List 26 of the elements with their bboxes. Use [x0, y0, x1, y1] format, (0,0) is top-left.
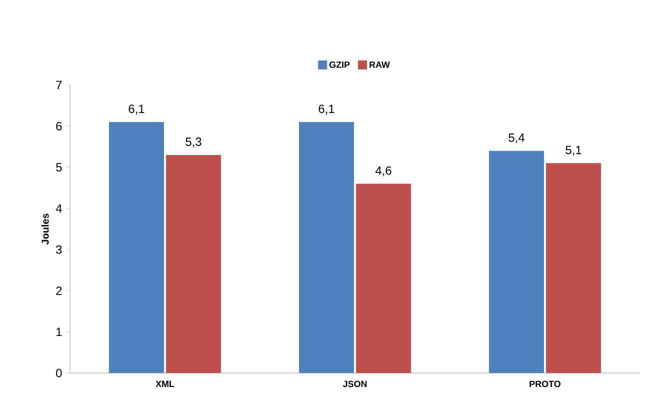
y-tick-label: 4	[56, 204, 62, 213]
bar	[489, 150, 544, 373]
y-axis-title: Joules	[41, 214, 49, 245]
legend-label: RAW	[370, 62, 390, 68]
data-label: 5,1	[566, 146, 582, 156]
x-tick-label: JSON	[342, 380, 367, 388]
y-tick-label: 2	[56, 286, 62, 295]
y-tick-label: 5	[56, 163, 62, 172]
bar	[546, 163, 602, 373]
data-label: 6,1	[318, 104, 334, 115]
bar	[356, 184, 411, 373]
legend-label: GZIP	[329, 62, 350, 68]
x-tick-label: PROTO	[530, 380, 560, 388]
data-label: 4,6	[375, 166, 392, 176]
data-label: 6,1	[128, 104, 144, 115]
y-tick-label: 3	[56, 245, 62, 254]
y-tick-label: 0	[56, 368, 62, 378]
data-label: 5,3	[186, 138, 202, 148]
y-tick-label: 7	[56, 80, 62, 90]
data-label: 5,4	[508, 134, 524, 144]
bar	[299, 122, 354, 373]
y-tick-label: 1	[56, 328, 62, 336]
x-tick-label: XML	[156, 380, 174, 387]
y-tick-label: 6	[56, 122, 62, 130]
bar	[109, 122, 164, 373]
bar	[166, 154, 221, 373]
